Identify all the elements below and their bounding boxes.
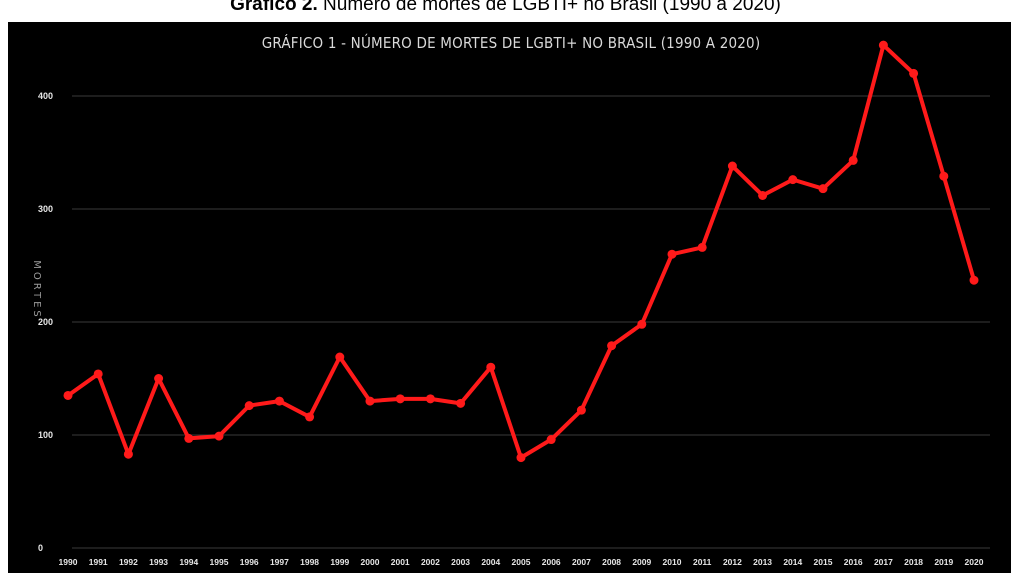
data-point — [215, 432, 224, 441]
data-point — [154, 374, 163, 383]
x-tick-label: 1990 — [59, 557, 78, 567]
data-point — [939, 172, 948, 181]
data-point — [577, 406, 586, 415]
data-point — [819, 184, 828, 193]
data-point — [124, 450, 133, 459]
y-tick-label: 300 — [38, 204, 53, 214]
x-tick-label: 1994 — [179, 557, 198, 567]
data-point — [728, 162, 737, 171]
data-point — [275, 397, 284, 406]
x-tick-label: 2013 — [753, 557, 772, 567]
data-point — [426, 394, 435, 403]
x-axis-ticks: 1990 1991 1992 1993 1994 1995 1996 1997 1998 1999… — [59, 557, 984, 567]
data-point — [879, 41, 888, 50]
data-point — [456, 399, 465, 408]
y-tick-label: 400 — [38, 91, 53, 101]
x-tick-label: 1996 — [240, 557, 259, 567]
x-tick-label: 1999 — [330, 557, 349, 567]
caption-text: Número de mortes de LGBTI+ no Brasil (19… — [318, 0, 781, 15]
x-tick-label: 1991 — [89, 557, 108, 567]
x-tick-label: 1993 — [149, 557, 168, 567]
data-point — [396, 394, 405, 403]
y-tick-label: 0 — [38, 543, 43, 553]
x-tick-label: 2014 — [783, 557, 802, 567]
x-tick-label: 2017 — [874, 557, 893, 567]
x-tick-label: 2018 — [904, 557, 923, 567]
x-tick-label: 1998 — [300, 557, 319, 567]
x-tick-label: 2006 — [542, 557, 561, 567]
data-point — [486, 363, 495, 372]
data-point — [758, 191, 767, 200]
x-tick-label: 2012 — [723, 557, 742, 567]
x-tick-label: 2004 — [481, 557, 500, 567]
data-point — [909, 69, 918, 78]
data-point — [184, 434, 193, 443]
x-tick-label: 1997 — [270, 557, 289, 567]
data-point — [788, 175, 797, 184]
y-axis-ticks: 0 100 200 300 400 — [38, 91, 53, 553]
data-point — [305, 412, 314, 421]
data-point — [335, 353, 344, 362]
data-point — [547, 435, 556, 444]
x-tick-label: 2019 — [934, 557, 953, 567]
data-point — [607, 341, 616, 350]
data-point — [668, 250, 677, 259]
series-layer — [64, 41, 979, 462]
x-tick-label: 2008 — [602, 557, 621, 567]
chart-panel: GRÁFICO 1 - NÚMERO DE MORTES DE LGBTI+ N… — [8, 22, 1011, 573]
x-tick-label: 2001 — [391, 557, 410, 567]
x-tick-label: 2000 — [361, 557, 380, 567]
x-tick-label: 2016 — [844, 557, 863, 567]
line-chart: GRÁFICO 1 - NÚMERO DE MORTES DE LGBTI+ N… — [8, 22, 1011, 573]
series-line — [68, 45, 974, 457]
x-tick-label: 2007 — [572, 557, 591, 567]
data-point — [366, 397, 375, 406]
data-point — [970, 276, 979, 285]
data-point — [64, 391, 73, 400]
x-tick-label: 2020 — [965, 557, 984, 567]
x-tick-label: 2005 — [512, 557, 531, 567]
y-tick-label: 100 — [38, 430, 53, 440]
data-point — [94, 369, 103, 378]
y-tick-label: 200 — [38, 317, 53, 327]
data-point — [698, 243, 707, 252]
x-tick-label: 2002 — [421, 557, 440, 567]
data-point — [245, 401, 254, 410]
data-point — [637, 320, 646, 329]
y-axis-label: MORTES — [31, 260, 42, 320]
caption-label: Gráfico 2. — [230, 0, 318, 15]
chart-title: GRÁFICO 1 - NÚMERO DE MORTES DE LGBTI+ N… — [262, 33, 761, 52]
data-point — [517, 453, 526, 462]
figure-caption: Gráfico 2. Número de mortes de LGBTI+ no… — [0, 0, 1011, 17]
data-point — [849, 156, 858, 165]
x-tick-label: 2010 — [663, 557, 682, 567]
x-tick-label: 2011 — [693, 557, 712, 567]
x-tick-label: 2015 — [814, 557, 833, 567]
x-tick-label: 1995 — [210, 557, 229, 567]
x-tick-label: 2009 — [632, 557, 651, 567]
x-tick-label: 1992 — [119, 557, 138, 567]
x-tick-label: 2003 — [451, 557, 470, 567]
